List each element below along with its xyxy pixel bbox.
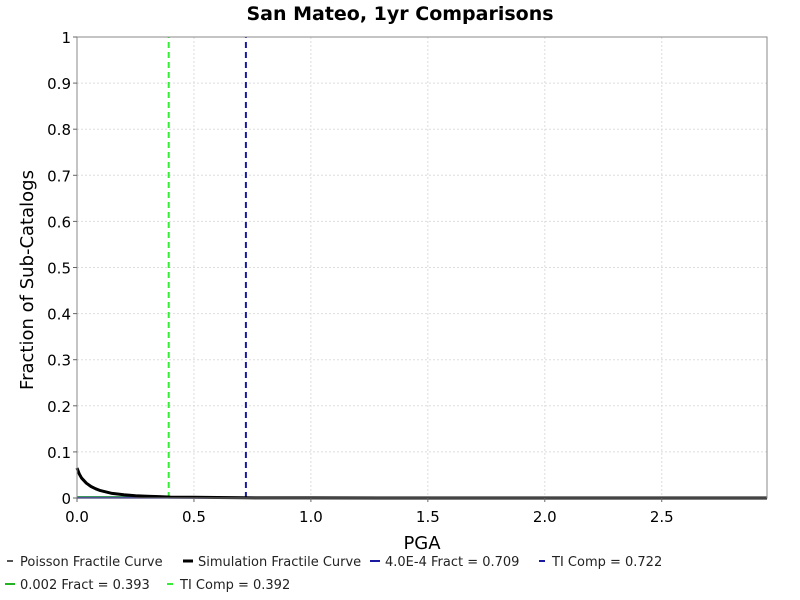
y-tick-label: 0.2 (47, 398, 71, 416)
legend-label: TI Comp = 0.722 (551, 555, 662, 570)
x-axis-label: PGA (403, 533, 441, 554)
legend-item: Simulation Fractile Curve (183, 555, 361, 570)
y-tick-label: 0.6 (47, 213, 71, 231)
legend-label: Poisson Fractile Curve (20, 555, 163, 570)
y-tick-label: 0.8 (47, 121, 71, 139)
legend-item: 0.002 Fract = 0.393 (5, 578, 150, 593)
legend-item: TI Comp = 0.722 (539, 555, 662, 570)
legend-label: TI Comp = 0.392 (179, 578, 290, 593)
grid (76, 36, 767, 499)
y-tick-label: 0.5 (47, 260, 71, 278)
y-axis-ticks: 0 0.1 0.2 0.3 0.4 0.5 0.6 0.7 0.8 0.9 1 (47, 29, 77, 508)
legend-label: 4.0E-4 Fract = 0.709 (385, 555, 519, 570)
y-tick-label: 0.9 (47, 75, 71, 93)
y-tick-label: 0 (61, 490, 71, 508)
x-tick-label: 0.5 (182, 508, 206, 526)
chart-title: San Mateo, 1yr Comparisons (246, 3, 553, 25)
x-tick-label: 1.5 (416, 508, 440, 526)
legend-item: 4.0E-4 Fract = 0.709 (370, 555, 519, 570)
legend: Poisson Fractile Curve Simulation Fractil… (5, 555, 662, 593)
y-axis-label: Fraction of Sub-Catalogs (17, 170, 38, 390)
y-tick-label: 0.7 (47, 167, 71, 185)
y-tick-label: 0.3 (47, 352, 71, 370)
x-tick-label: 0.0 (65, 508, 89, 526)
x-tick-label: 2.5 (650, 508, 674, 526)
x-tick-label: 1.0 (299, 508, 323, 526)
x-axis-ticks: 0.0 0.5 1.0 1.5 2.0 2.5 (65, 498, 674, 526)
legend-item: Poisson Fractile Curve (7, 555, 163, 570)
legend-label: 0.002 Fract = 0.393 (20, 578, 150, 593)
y-tick-label: 0.4 (47, 306, 71, 324)
legend-item: TI Comp = 0.392 (167, 578, 290, 593)
x-tick-label: 2.0 (533, 508, 557, 526)
simulation-fractile-curve (75, 467, 767, 500)
legend-label: Simulation Fractile Curve (198, 555, 361, 570)
y-tick-label: 1 (61, 29, 71, 47)
y-tick-label: 0.1 (47, 444, 71, 462)
